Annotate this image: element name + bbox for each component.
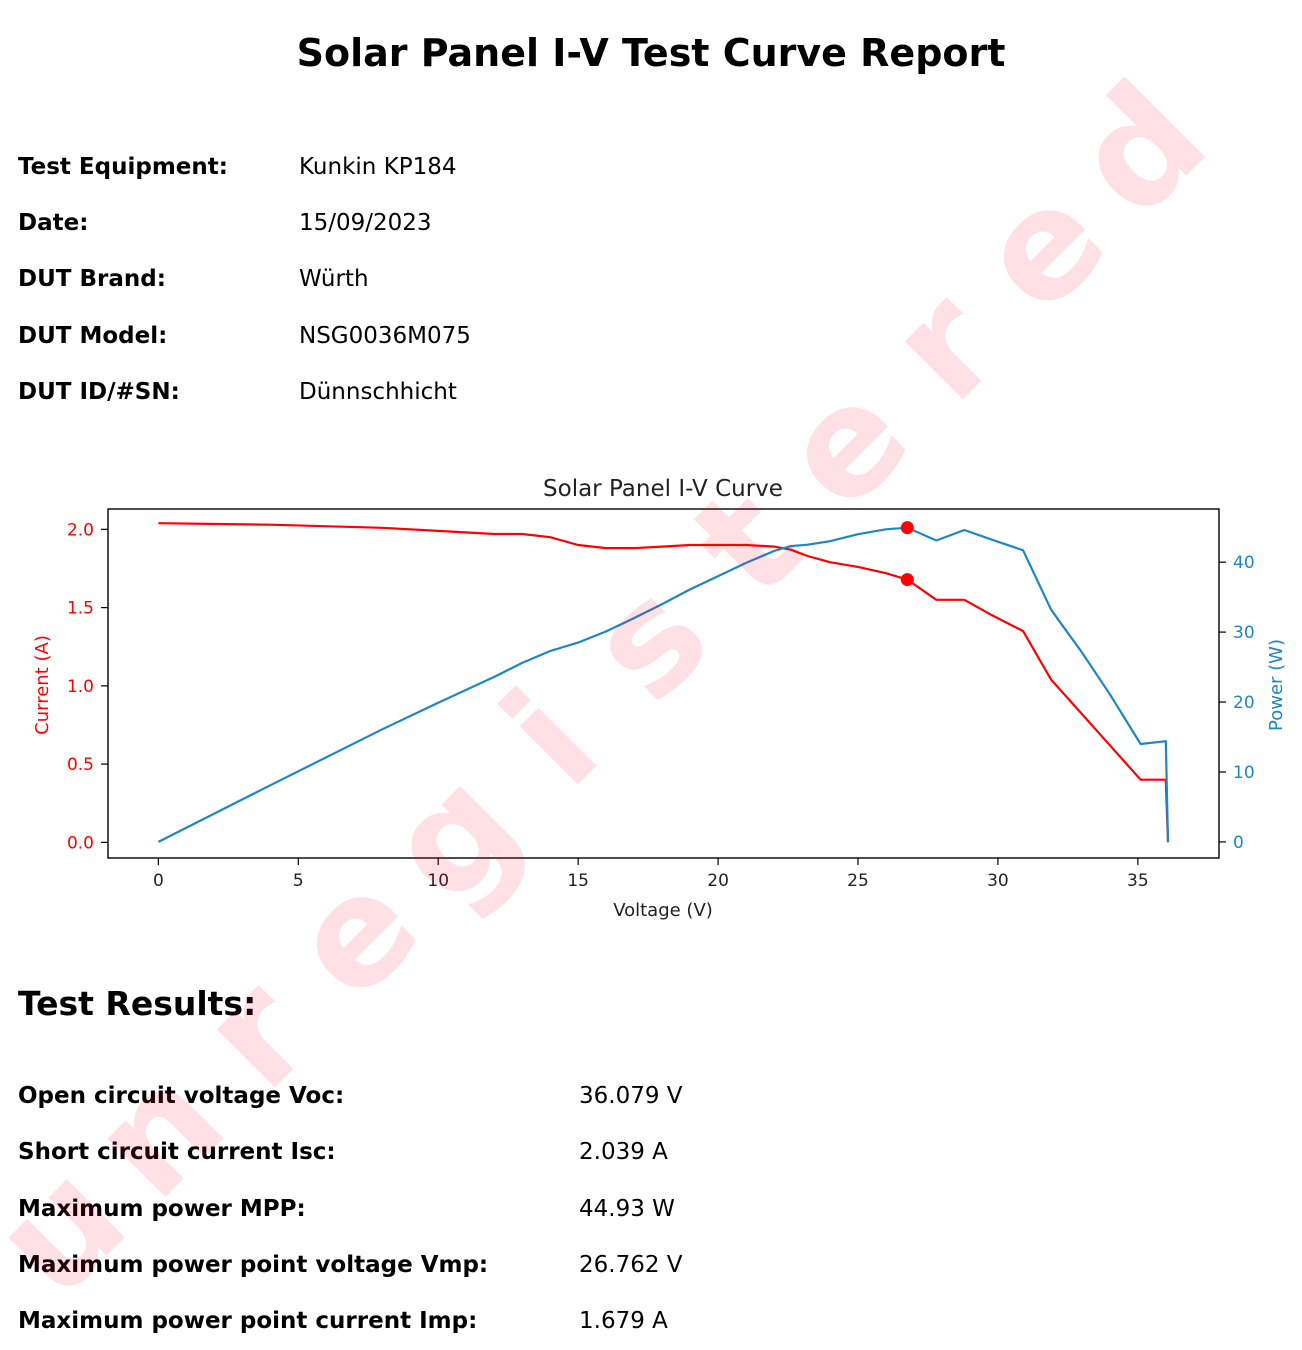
result-label: Short circuit current Isc: [18, 1139, 336, 1165]
y-tick-label-right: 0 [1233, 833, 1244, 853]
info-value: Dünnschhicht [299, 379, 457, 405]
report-title: Solar Panel I-V Test Curve Report [296, 31, 1006, 75]
info-label: DUT Model: [18, 323, 168, 349]
watermark-letter: e [944, 150, 1140, 346]
x-tick-label: 35 [1127, 871, 1149, 891]
y-tick-label-left: 2.0 [67, 520, 94, 540]
watermark-letter: d [1040, 50, 1240, 250]
mpp-marker-left [900, 573, 914, 587]
info-value: Würth [299, 266, 369, 292]
result-label: Open circuit voltage Voc: [18, 1083, 345, 1109]
x-axis-label: Voltage (V) [613, 900, 713, 921]
result-value: 2.039 A [579, 1139, 668, 1165]
results-heading: Test Results: [18, 984, 257, 1023]
y-tick-label-left: 1.0 [67, 677, 94, 697]
iv-curve-chart: Solar Panel I-V Curve 0 5 10 15 20 25 30 350.00… [32, 476, 1287, 921]
series-power-line [157, 526, 1170, 843]
info-label: DUT ID/#SN: [18, 379, 180, 405]
plot-frame [107, 508, 1220, 859]
result-label: Maximum power MPP: [18, 1196, 306, 1222]
x-tick-label: 15 [567, 871, 589, 891]
y-tick-label-left: 0.0 [67, 833, 94, 853]
info-label: Date: [18, 210, 89, 236]
y-tick-label-left: 0.5 [67, 755, 94, 775]
x-tick-label: 30 [987, 871, 1009, 891]
watermark-letter: r [855, 258, 1032, 435]
y-tick-label-left: 1.5 [67, 599, 94, 619]
info-value: 15/09/2023 [299, 210, 432, 236]
result-value: 36.079 V [579, 1083, 683, 1109]
x-tick-label: 10 [427, 871, 449, 891]
result-label: Maximum power point current Imp: [18, 1308, 478, 1334]
info-label: Test Equipment: [18, 154, 228, 180]
x-tick-label: 25 [847, 871, 869, 891]
x-tick-label: 5 [293, 871, 304, 891]
chart-title: Solar Panel I-V Curve [543, 476, 783, 502]
x-tick-label: 20 [707, 871, 729, 891]
info-label: DUT Brand: [18, 266, 166, 292]
y-tick-label-right: 20 [1233, 693, 1255, 713]
y-axis-label-right: Power (W) [1266, 639, 1287, 731]
y-tick-label-right: 40 [1233, 553, 1255, 573]
x-tick-label: 0 [153, 871, 164, 891]
y-axis-label-left: Current (A) [32, 635, 53, 735]
result-value: 44.93 W [579, 1196, 675, 1222]
result-value: 1.679 A [579, 1308, 668, 1334]
result-label: Maximum power point voltage Vmp: [18, 1252, 489, 1278]
y-tick-label-right: 10 [1233, 763, 1255, 783]
result-value: 26.762 V [579, 1252, 683, 1278]
plot-area: 0 5 10 15 20 25 30 35 0.0 0.5 1.0 1.5 2.0 0 10 20 30 40 [67, 520, 1255, 891]
mpp-marker-right [900, 521, 914, 535]
info-value: Kunkin KP184 [299, 154, 457, 180]
series-current-line [158, 522, 1170, 843]
info-value: NSG0036M075 [299, 323, 471, 349]
y-tick-label-right: 30 [1233, 623, 1255, 643]
